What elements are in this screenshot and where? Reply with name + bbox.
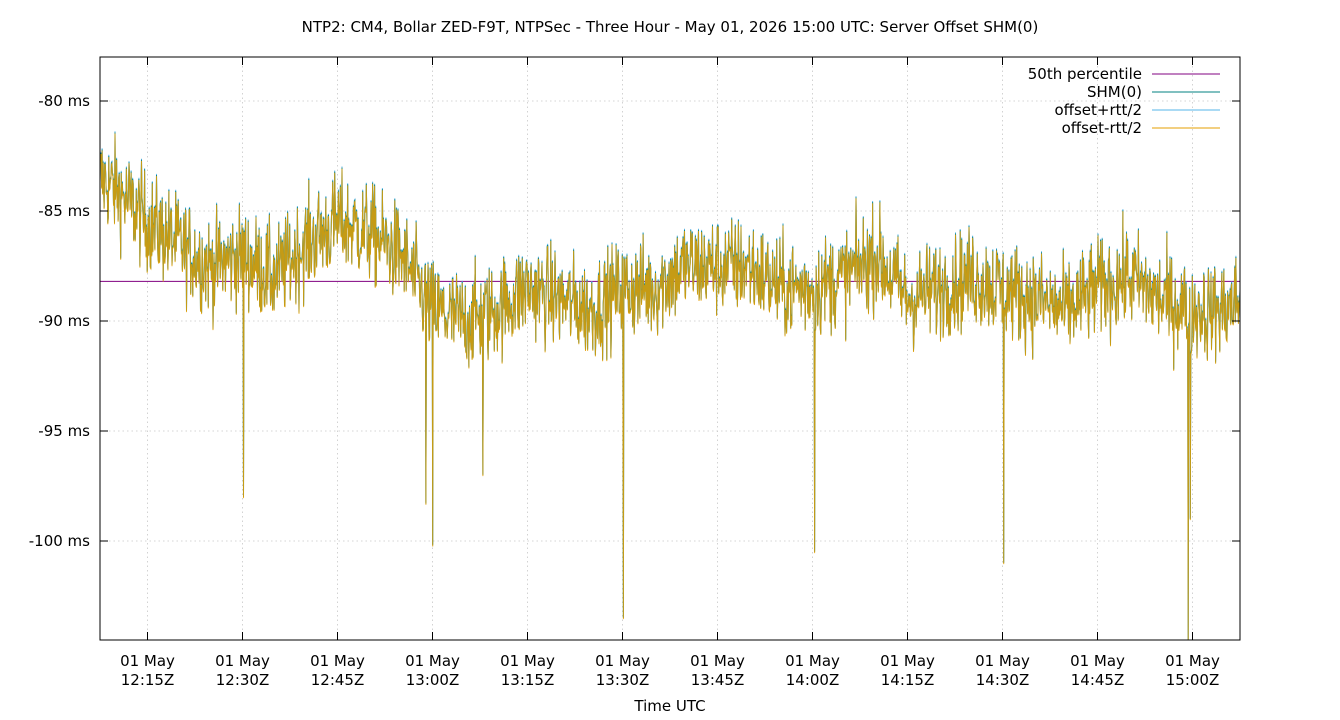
x-tick-label: 01 May (785, 652, 840, 670)
x-axis-label: Time UTC (634, 697, 706, 715)
x-tick-label: 01 May (500, 652, 555, 670)
x-tick-label: 01 May (1070, 652, 1125, 670)
x-tick-label: 14:45Z (1071, 671, 1125, 689)
plot-frame (99, 56, 1241, 641)
series-shm0 (99, 132, 1241, 641)
x-tick-label: 12:30Z (216, 671, 270, 689)
legend-label: offset+rtt/2 (1054, 101, 1142, 119)
series-offset-plus-rtt (99, 131, 1241, 639)
x-tick-label: 13:30Z (596, 671, 650, 689)
x-tick-label: 14:30Z (976, 671, 1030, 689)
series-layer (99, 131, 1241, 641)
x-tick-label: 12:15Z (121, 671, 175, 689)
x-tick-label: 01 May (975, 652, 1030, 670)
x-tick-label: 01 May (310, 652, 365, 670)
x-tick-label: 01 May (595, 652, 650, 670)
series-offset-minus-rtt (99, 133, 1241, 641)
y-tick-label: -90 ms (38, 312, 90, 330)
legend: 50th percentileSHM(0)offset+rtt/2offset-… (1028, 65, 1220, 137)
x-tick-label: 01 May (215, 652, 270, 670)
x-tick-label: 14:15Z (881, 671, 935, 689)
chart-title: NTP2: CM4, Bollar ZED-F9T, NTPSec - Thre… (301, 18, 1039, 36)
x-tick-label: 13:45Z (691, 671, 745, 689)
x-tick-label: 14:00Z (786, 671, 840, 689)
x-tick-label: 01 May (1165, 652, 1220, 670)
y-tick-label: -100 ms (29, 532, 90, 550)
x-tick-label: 15:00Z (1166, 671, 1220, 689)
y-tick-label: -85 ms (38, 202, 90, 220)
grid (100, 57, 1240, 640)
x-tick-label: 01 May (880, 652, 935, 670)
x-tick-label: 01 May (690, 652, 745, 670)
y-tick-label: -95 ms (38, 422, 90, 440)
x-tick-label: 13:15Z (501, 671, 555, 689)
x-tick-label: 01 May (405, 652, 460, 670)
y-tick-label: -80 ms (38, 92, 90, 110)
x-tick-label: 12:45Z (311, 671, 365, 689)
legend-label: 50th percentile (1028, 65, 1142, 83)
legend-label: offset-rtt/2 (1062, 119, 1142, 137)
legend-label: SHM(0) (1087, 83, 1142, 101)
x-tick-label: 01 May (120, 652, 175, 670)
x-tick-label: 13:00Z (406, 671, 460, 689)
